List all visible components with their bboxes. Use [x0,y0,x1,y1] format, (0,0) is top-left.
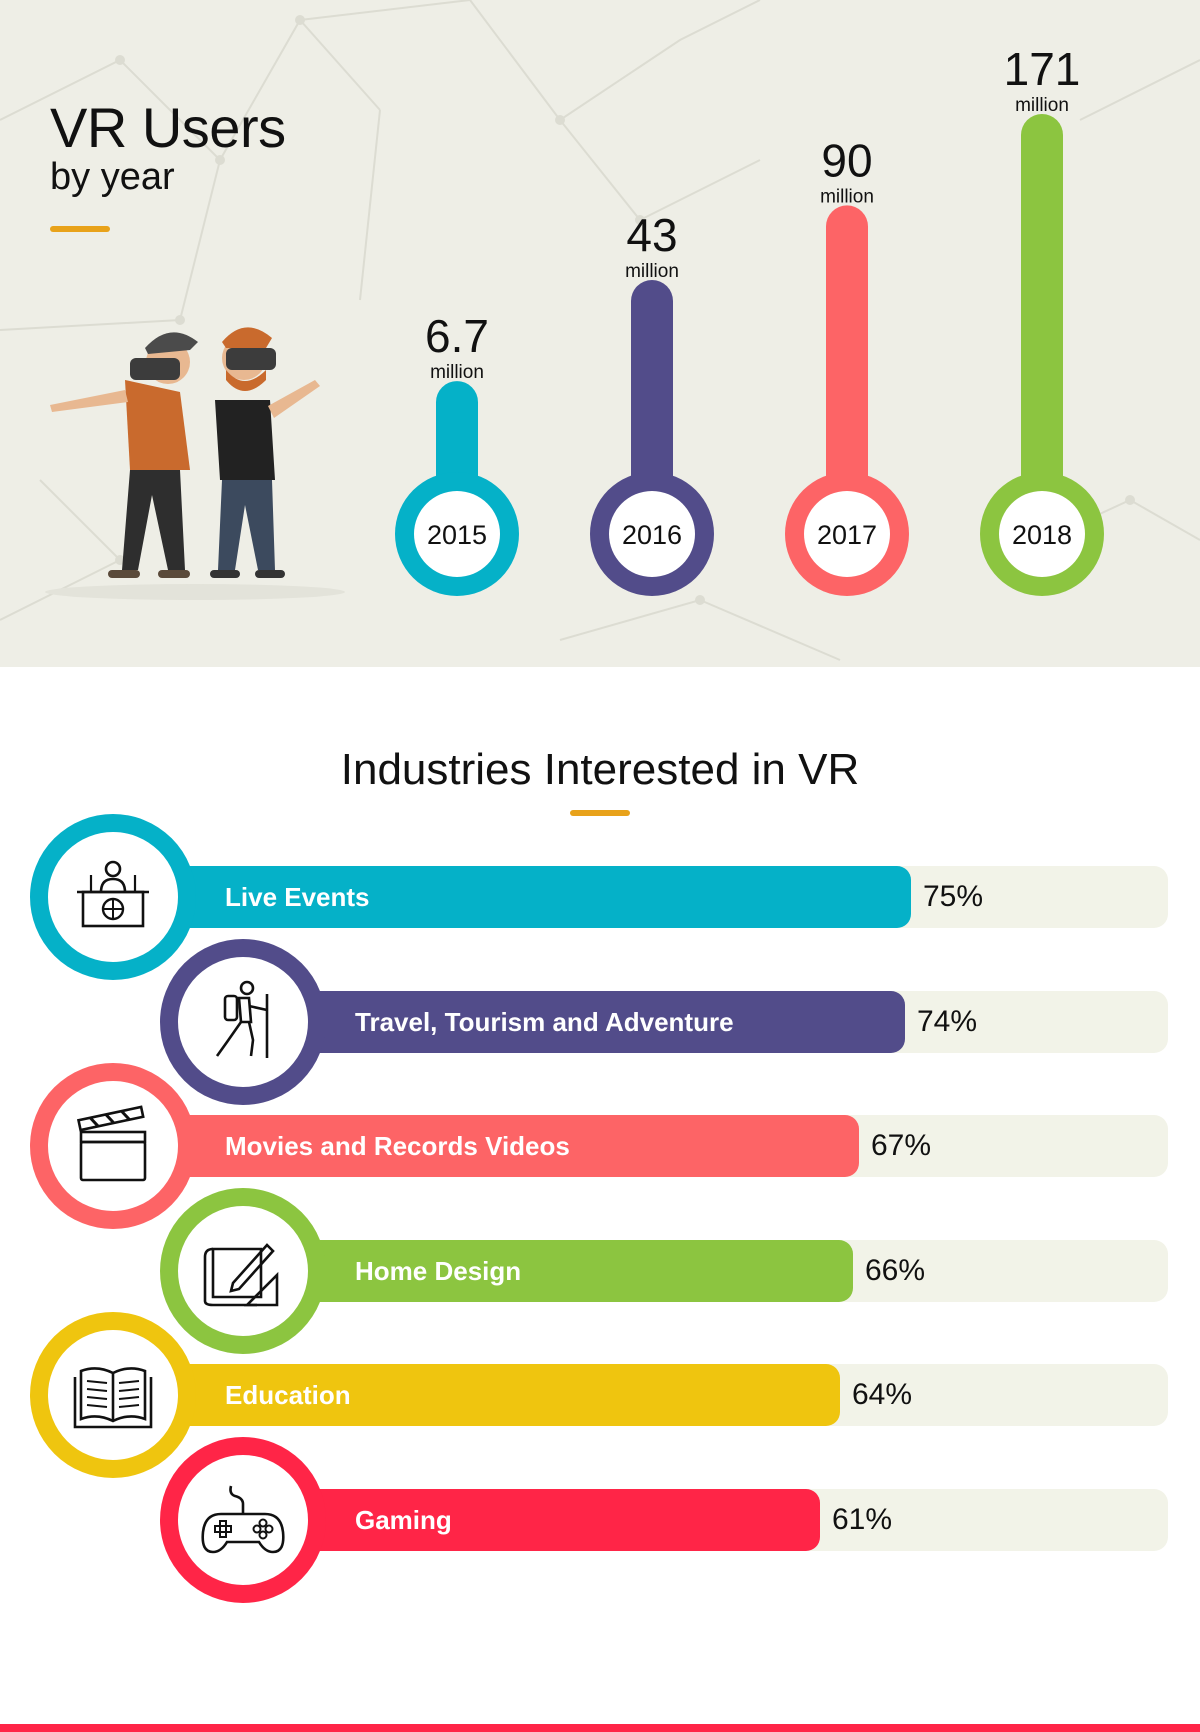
unit-label: million [430,362,484,383]
industry-percent: 74% [917,1004,978,1038]
vr-users-chart: 20156.7million201643million201790million… [395,43,1104,596]
industry-percent: 61% [832,1503,893,1536]
vr-people-illustration [45,327,345,600]
title-underline [50,226,110,232]
year-bar [631,280,673,534]
industry-label: Gaming [355,1505,452,1535]
industry-row: Live Events 75% [0,814,1200,980]
bottom-strip [0,1724,1200,1732]
industries-title: Industries Interested in VR [340,745,860,794]
year-label: 2017 [817,520,877,550]
industry-bar [165,1364,840,1427]
background-network-lines [0,0,1200,661]
value-label: 43 [626,209,677,261]
value-label: 90 [821,134,872,186]
hiker-icon [215,980,269,1058]
podium-icon [77,860,149,928]
year-bar [826,205,868,534]
unit-label: million [1015,95,1069,116]
industry-label: Home Design [355,1255,522,1286]
industry-row: Gaming 61% [0,1437,1200,1603]
year-ring-inner [999,491,1085,577]
unit-label: million [820,186,874,207]
industries-title-underline [570,810,630,816]
industry-row: Home Design 66% [0,1187,1200,1354]
industry-icon-ring [160,1437,326,1603]
industry-bar [290,990,905,1053]
industry-percent: 64% [852,1378,913,1412]
year-ring-inner [609,491,695,577]
industry-percent: 75% [923,880,984,913]
industry-label: Education [225,1380,351,1411]
unit-label: million [625,261,679,282]
value-label: 6.7 [425,310,489,362]
industry-percent: 67% [871,1129,932,1163]
clapperboard-icon [76,1105,147,1182]
section-subtitle: by year [50,156,175,198]
industry-label: Movies and Records Videos [225,1131,570,1162]
gamepad-icon [201,1485,285,1554]
industry-bar [165,866,911,928]
industry-row: Movies and Records Videos 67% [0,1063,1200,1230]
industry-bar [290,1489,820,1551]
industry-icon-ring [160,1187,326,1354]
industry-bar [165,1115,859,1178]
industry-label: Live Events [225,882,370,912]
industry-label: Travel, Tourism and Adventure [355,1006,734,1037]
year-label: 2015 [427,520,487,550]
year-label: 2018 [1012,520,1072,550]
year-ring-inner [414,491,500,577]
book-icon [73,1367,153,1429]
year-label: 2016 [622,520,682,550]
drafting-icon [203,1242,279,1307]
value-label: 171 [1004,43,1081,95]
industry-row: Travel, Tourism and Adventure 74% [0,938,1200,1105]
year-bar [1021,114,1063,534]
industry-row: Education 64% [0,1312,1200,1479]
vr-users-section: VR Users by year 2015 6.7 million 2016 43 mil… [0,0,1200,667]
section-title: VR Users [50,96,286,159]
year-ring-inner [804,491,890,577]
industry-bar [290,1239,853,1302]
industry-percent: 66% [865,1253,926,1287]
